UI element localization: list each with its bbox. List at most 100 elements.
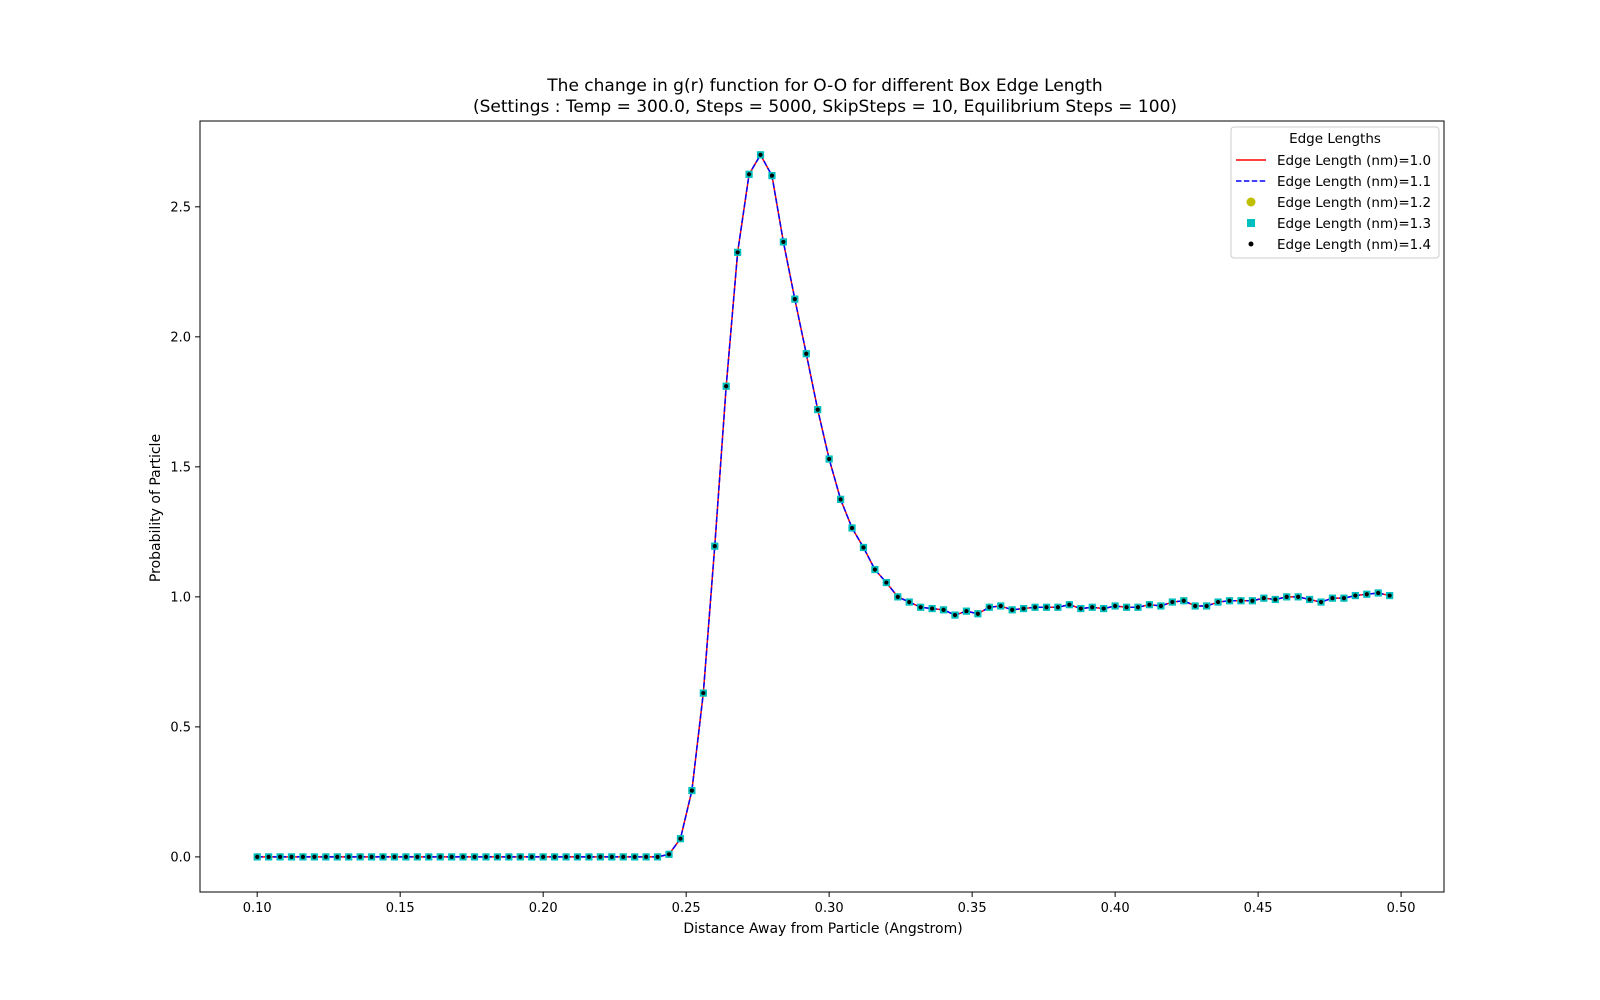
legend-handle <box>1248 241 1254 247</box>
x-tick-label: 0.30 <box>815 901 844 916</box>
data-point <box>1067 602 1072 607</box>
data-point <box>541 854 546 859</box>
data-point <box>609 854 614 859</box>
series-layer <box>253 151 1394 861</box>
data-point <box>495 854 500 859</box>
data-point <box>1170 599 1175 605</box>
data-point <box>266 854 271 859</box>
data-point <box>1387 593 1392 598</box>
data-point <box>941 607 946 612</box>
series-1 <box>257 153 1390 858</box>
data-point <box>1193 603 1198 609</box>
data-point <box>1284 594 1289 599</box>
data-point <box>392 854 397 859</box>
series-5 <box>255 152 1392 859</box>
series-line <box>257 153 1390 858</box>
data-point <box>255 854 260 859</box>
data-point <box>792 297 797 302</box>
x-tick-label: 0.50 <box>1387 901 1416 916</box>
data-point <box>1181 598 1186 603</box>
data-point <box>358 854 363 859</box>
data-point <box>1296 594 1301 599</box>
data-point <box>724 384 729 389</box>
x-tick-label: 0.25 <box>672 901 701 916</box>
data-point <box>1341 596 1347 601</box>
data-point <box>781 239 786 245</box>
data-point <box>518 854 523 859</box>
data-point <box>426 854 431 859</box>
data-point <box>1135 605 1141 610</box>
data-point <box>1307 597 1312 602</box>
legend-handle <box>1246 197 1256 207</box>
data-point <box>1010 607 1015 612</box>
data-point <box>804 351 809 356</box>
data-point <box>1261 596 1266 601</box>
legend-label: Edge Length (nm)=1.4 <box>1277 237 1431 253</box>
data-point <box>586 854 592 859</box>
y-axis-label: Probability of Particle <box>148 434 164 582</box>
data-point <box>1078 606 1083 611</box>
data-point <box>483 854 489 859</box>
data-point <box>1215 599 1221 605</box>
x-tick-label: 0.45 <box>1244 901 1273 916</box>
legend-entry: Edge Length (nm)=1.2 <box>1246 195 1431 211</box>
y-tick-label: 2.0 <box>170 330 191 345</box>
y-tick-label: 1.0 <box>170 590 191 605</box>
series-3 <box>253 151 1394 861</box>
legend-entry: Edge Length (nm)=1.0 <box>1236 153 1431 169</box>
data-point <box>769 173 775 178</box>
data-point <box>1376 590 1381 596</box>
data-point <box>975 611 980 616</box>
data-point <box>838 497 843 502</box>
data-point <box>964 609 969 614</box>
y-tick-label: 0.0 <box>170 850 191 865</box>
data-point <box>735 250 740 255</box>
data-point <box>1032 605 1038 610</box>
data-point <box>701 690 706 696</box>
data-point <box>1113 603 1118 609</box>
axes-frame <box>199 120 1445 893</box>
data-point <box>335 854 340 859</box>
data-point <box>598 854 603 859</box>
chart-title-line2: (Settings : Temp = 300.0, Steps = 5000, … <box>473 97 1177 117</box>
data-point <box>861 545 866 550</box>
data-point <box>312 854 317 859</box>
data-point <box>746 172 752 177</box>
data-point <box>300 854 306 859</box>
data-point <box>1055 605 1061 610</box>
x-tick-label: 0.20 <box>529 901 558 916</box>
data-point <box>403 854 409 859</box>
data-point <box>930 606 935 611</box>
data-point <box>1227 598 1232 603</box>
data-point <box>1090 605 1095 610</box>
y-tick-label: 2.5 <box>170 200 191 215</box>
y-tick-label: 0.5 <box>170 720 191 735</box>
data-point <box>1021 606 1026 611</box>
data-point <box>655 854 660 859</box>
data-point <box>758 152 763 157</box>
data-point <box>1330 596 1335 601</box>
legend-entry: Edge Length (nm)=1.3 <box>1247 216 1431 232</box>
data-point <box>895 594 900 599</box>
legend-entries: Edge Length (nm)=1.0 Edge Length (nm)=1.1… <box>1236 153 1431 253</box>
data-point <box>952 612 958 618</box>
x-tick-label: 0.40 <box>1101 901 1130 916</box>
data-point <box>415 854 420 859</box>
data-point <box>689 788 694 793</box>
legend-label: Edge Length (nm)=1.3 <box>1277 216 1431 232</box>
data-point <box>644 854 649 859</box>
data-point <box>277 854 283 859</box>
data-point <box>815 407 820 412</box>
data-point <box>918 605 923 610</box>
data-point <box>907 599 912 605</box>
data-point <box>712 544 717 549</box>
data-point <box>849 525 855 531</box>
legend-title: Edge Lengths <box>1289 131 1381 147</box>
data-point <box>1101 606 1106 611</box>
x-tick-label: 0.15 <box>386 901 415 916</box>
data-point <box>1124 605 1129 610</box>
x-tick-label: 0.10 <box>243 901 272 916</box>
data-point <box>1250 598 1255 603</box>
data-point <box>506 854 511 859</box>
